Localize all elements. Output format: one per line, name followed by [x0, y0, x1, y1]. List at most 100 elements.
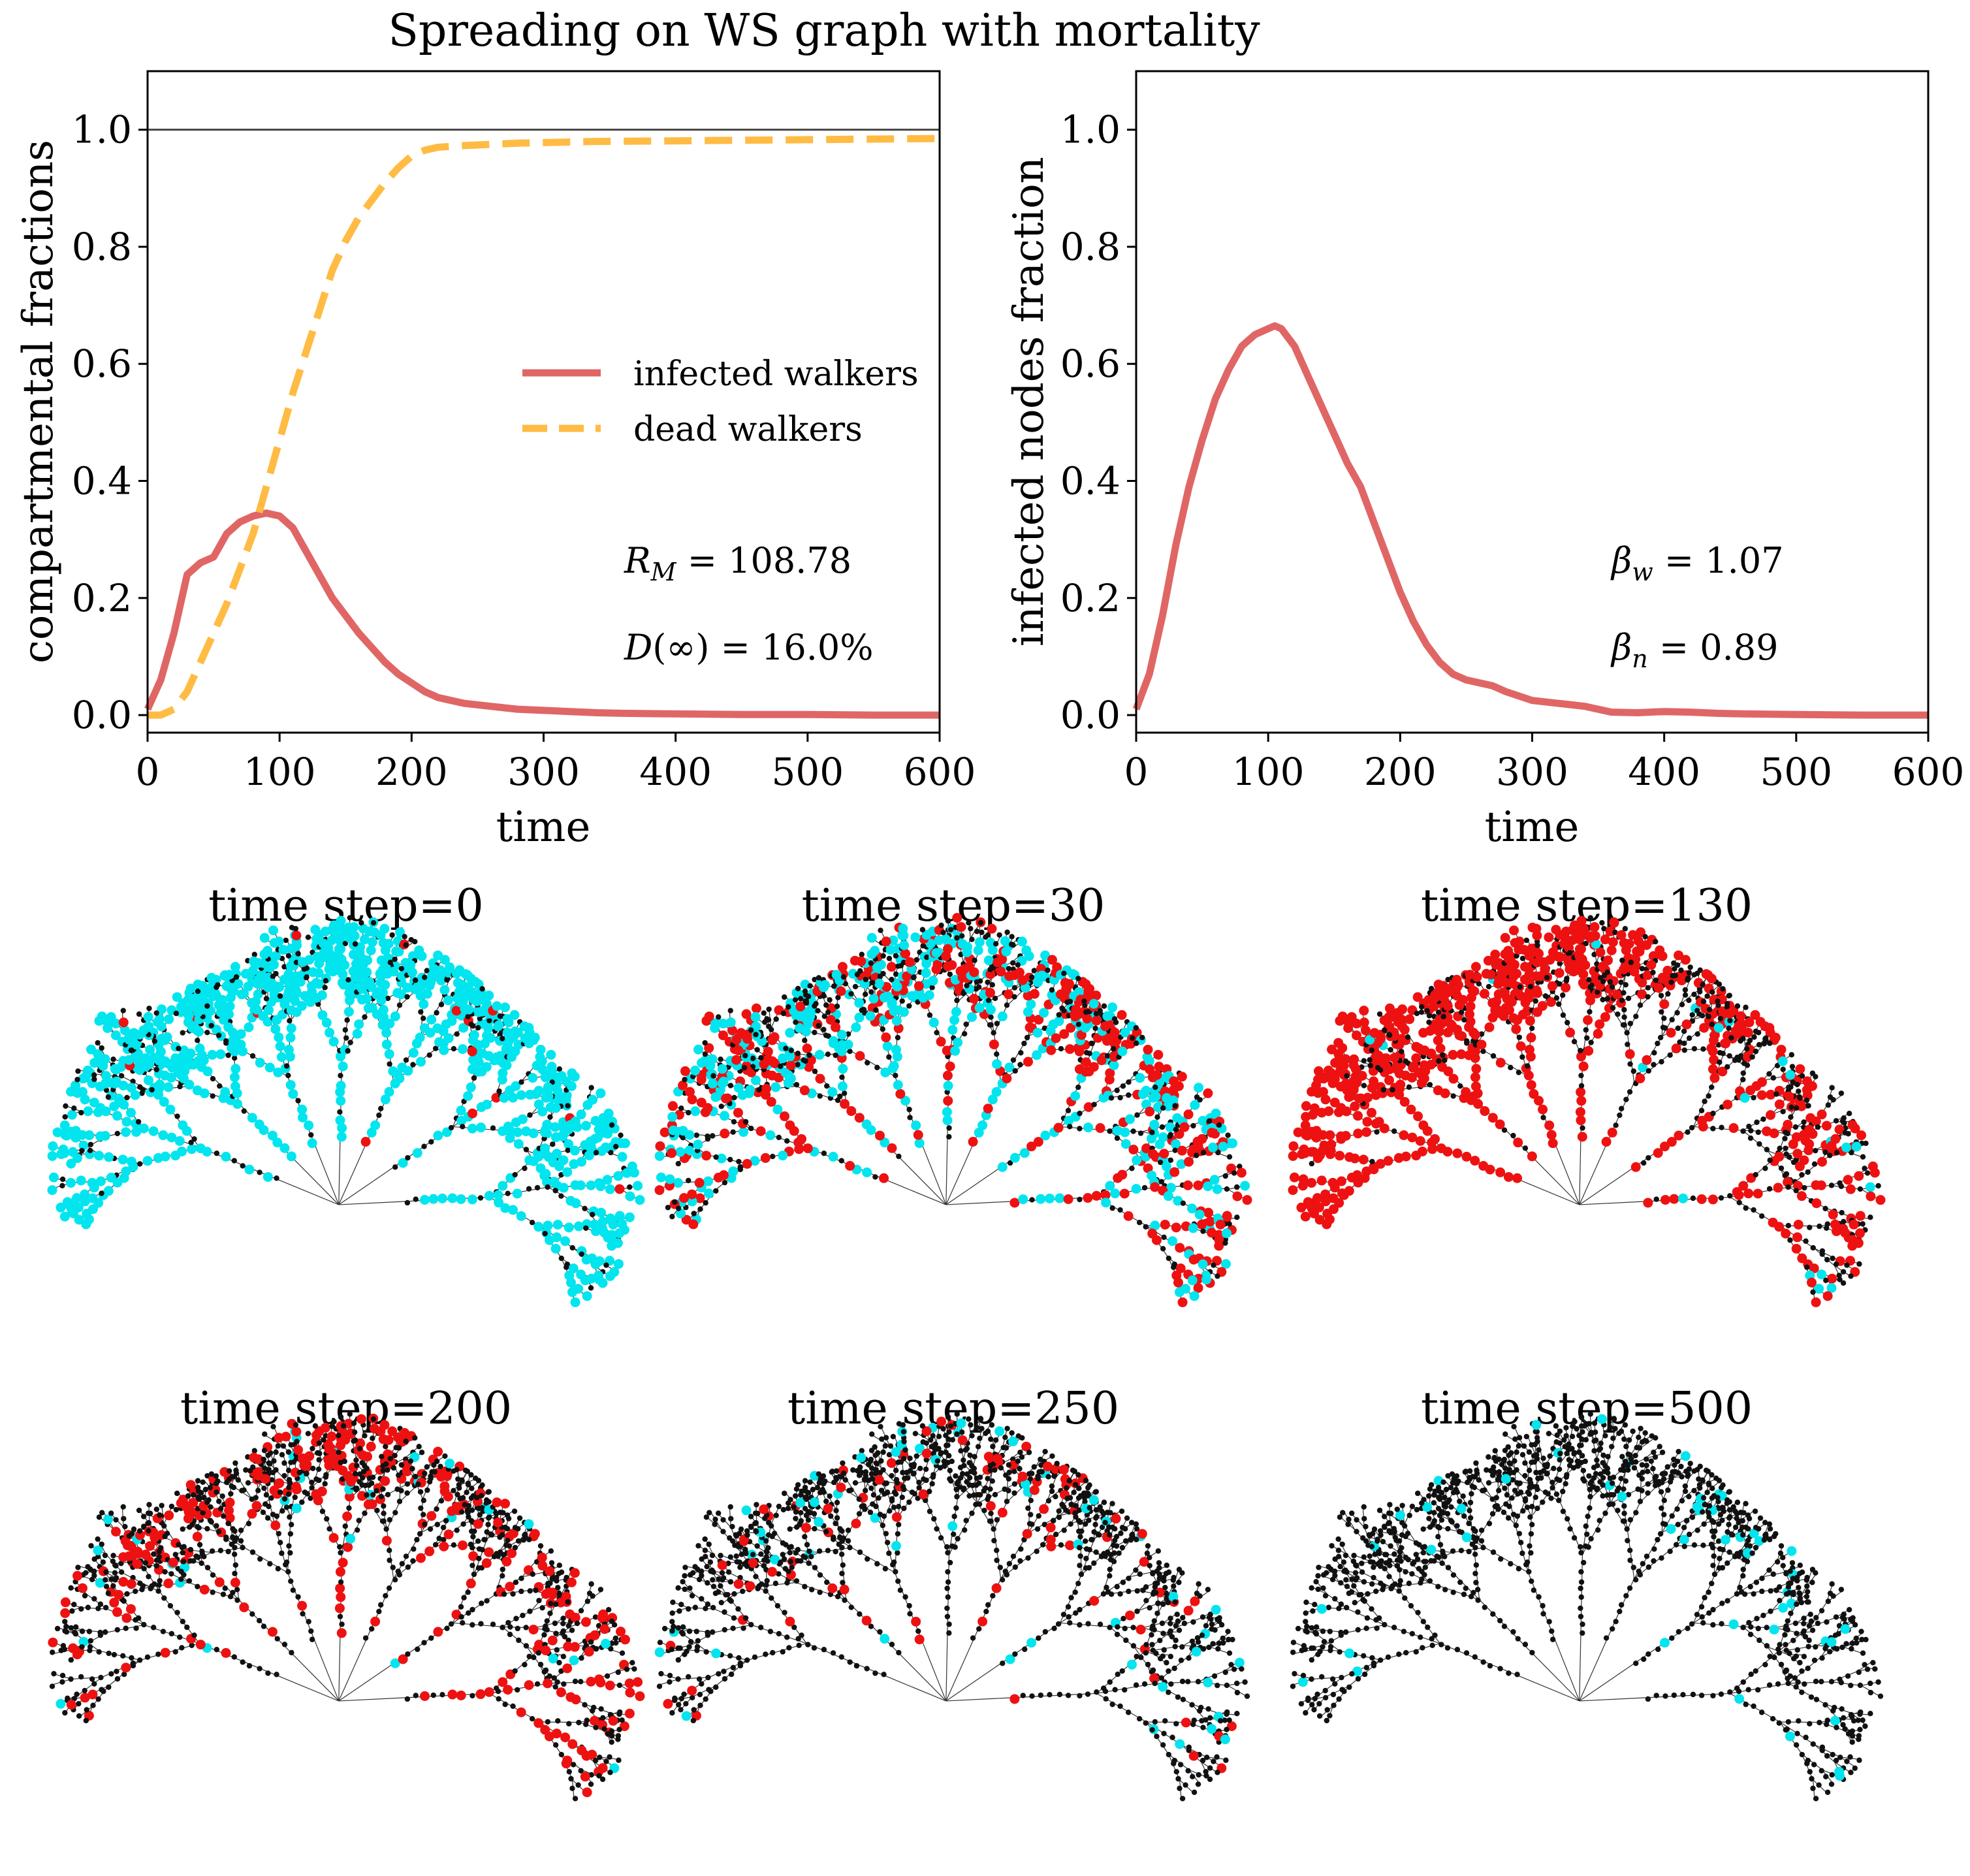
network-edge [338, 1201, 398, 1205]
network-node [486, 1017, 492, 1024]
network-node [524, 1155, 535, 1166]
network-panel-title: time step=30 [802, 880, 1105, 932]
left-ytick-label: 0.2 [72, 576, 132, 620]
network-node [1694, 970, 1700, 976]
network-node [968, 925, 974, 932]
annotation-beta-n-label: β [1610, 627, 1632, 668]
network-node [546, 1049, 556, 1060]
network-node [703, 1176, 713, 1186]
network-node [315, 1001, 321, 1008]
network-node [160, 1070, 170, 1081]
network-node [153, 1066, 159, 1073]
network-node [1653, 983, 1664, 993]
network-node [304, 1120, 314, 1130]
network-node [398, 1158, 408, 1168]
network-node [77, 1087, 87, 1097]
network-node [594, 1275, 605, 1285]
right-ytick-label: 0.2 [1060, 576, 1120, 620]
network-node [89, 1097, 99, 1107]
network-node [1607, 979, 1613, 985]
network-node [1442, 1001, 1453, 1011]
network-node [1514, 936, 1525, 947]
network-node [761, 1055, 772, 1066]
network-node [1526, 1080, 1536, 1090]
network-node [1508, 1064, 1514, 1071]
annotation-rm: RM = 108.78 [624, 540, 851, 586]
network-node [1369, 1158, 1375, 1165]
network-node [543, 1220, 553, 1231]
network-node [727, 1156, 733, 1163]
network-node [1613, 1122, 1619, 1128]
network-node [704, 1011, 714, 1022]
network-node [946, 1125, 952, 1131]
network-node [1021, 1040, 1027, 1047]
network-node [739, 1127, 749, 1137]
network-node [1188, 1254, 1199, 1265]
network-node [707, 1078, 718, 1089]
network-node [1010, 942, 1016, 948]
network-node [1618, 979, 1624, 985]
network-node [1433, 1085, 1443, 1096]
network-node [1454, 1000, 1465, 1010]
network-node [1633, 1013, 1639, 1019]
network-node [47, 1185, 57, 1196]
network-node [1071, 1004, 1081, 1015]
network-node [367, 937, 377, 947]
network-node [802, 1058, 808, 1064]
network-node [586, 1180, 596, 1190]
network-node [919, 927, 926, 932]
network-node [229, 986, 239, 996]
network-node [934, 1030, 940, 1036]
left-ytick-label: 0.4 [72, 459, 132, 503]
network-node [1587, 1009, 1593, 1015]
network-node [954, 935, 960, 941]
network-node [48, 1141, 58, 1151]
network-node [1452, 1148, 1463, 1158]
network-node [99, 1045, 104, 1051]
network-node [1301, 1101, 1311, 1111]
network-node [264, 1005, 274, 1015]
legend-infected-label: infected walkers [633, 355, 919, 394]
network-node [291, 930, 302, 941]
network-node [48, 1172, 59, 1183]
network-node [91, 1076, 97, 1083]
right-ytick-label: 0.6 [1060, 342, 1120, 386]
network-node [1044, 1193, 1055, 1203]
network-node [613, 1171, 624, 1181]
network-node [1037, 970, 1047, 981]
network-node [750, 1011, 761, 1022]
network-node [1222, 1173, 1228, 1179]
left-plot-data [144, 129, 940, 719]
network-node [285, 1032, 296, 1043]
network-node [1200, 1150, 1207, 1156]
network-node [1309, 1147, 1319, 1157]
network-node [1494, 974, 1504, 985]
network-node [780, 1111, 790, 1122]
network-node [736, 1158, 742, 1165]
network-node [1391, 1128, 1397, 1134]
network-node [528, 1128, 539, 1139]
network-node [410, 1062, 416, 1068]
network-node [1658, 993, 1664, 998]
network-node [887, 1143, 897, 1153]
network-node [1130, 1128, 1136, 1134]
network-node [362, 1014, 368, 1020]
network-node [236, 1040, 246, 1050]
network-node [672, 1199, 678, 1205]
network-node [1526, 1032, 1536, 1043]
network-node [950, 1045, 961, 1056]
network-node [929, 1017, 939, 1028]
network-node [1593, 1028, 1603, 1039]
network-node [946, 1134, 952, 1140]
network-node [1374, 1117, 1384, 1127]
network-node [145, 1045, 155, 1055]
network-node [204, 1003, 210, 1009]
network-node [1017, 1062, 1023, 1068]
network-node [1645, 985, 1651, 991]
network-node [283, 1063, 290, 1069]
network-node [52, 1127, 63, 1137]
network-node [220, 1087, 230, 1097]
network-node [1395, 1083, 1405, 1094]
network-node [274, 936, 284, 947]
